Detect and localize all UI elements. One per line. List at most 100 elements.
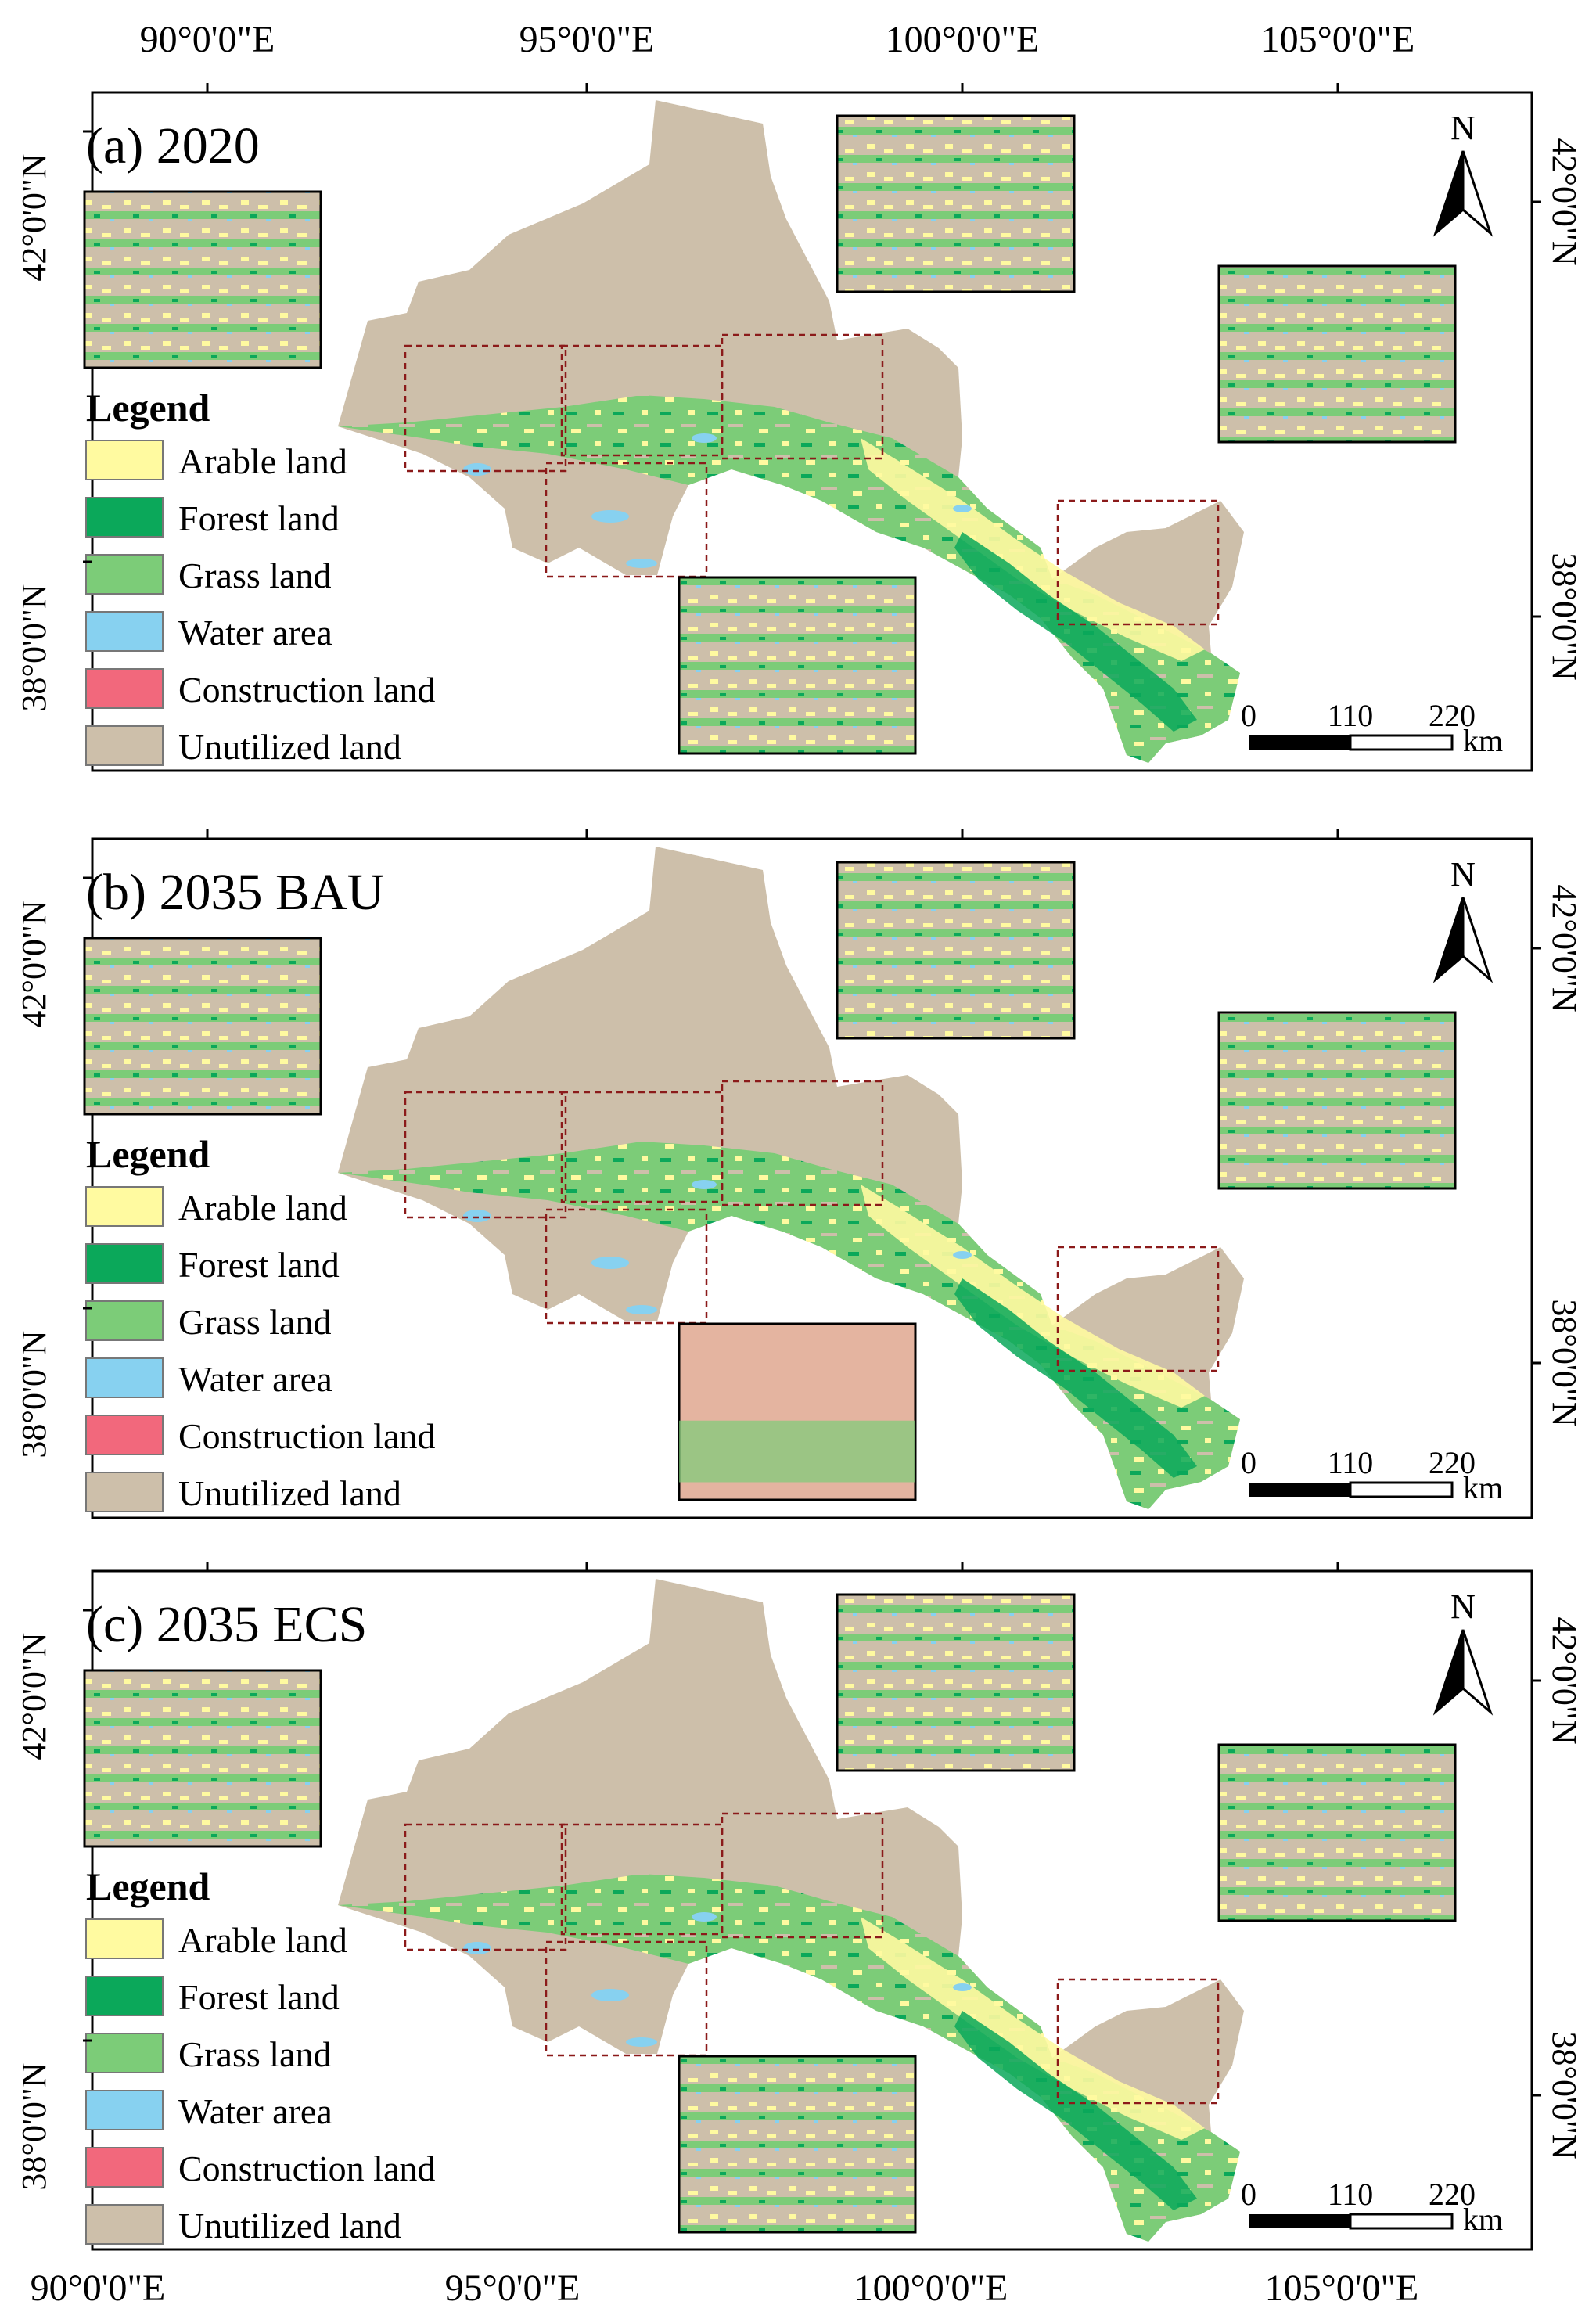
water-area-patch xyxy=(591,510,629,523)
water-area-patch xyxy=(692,1180,717,1189)
legend-item-label: Grass land xyxy=(178,1302,331,1342)
scale-tick-label: 0 xyxy=(1241,698,1256,733)
study-area-map xyxy=(83,100,1457,763)
map-panel-b: (b) 2035 BAU Legend Arable land Forest land… xyxy=(15,829,1583,1519)
water-area-patch xyxy=(953,1251,972,1259)
top-tick-label: 90°0'0"E xyxy=(140,19,275,60)
water-area-patch xyxy=(591,1257,629,1269)
scale-tick-label: 110 xyxy=(1328,2177,1374,2212)
zoom-extent-box xyxy=(721,1080,884,1206)
latitude-labels: 42°0'0"N 38°0'0"N 42°0'0"N 38°0'0"N xyxy=(15,1609,1583,2191)
scale-tick-label: 220 xyxy=(1429,698,1476,733)
grass-land-region xyxy=(338,1874,1240,2242)
scale-tick-label: 110 xyxy=(1328,1445,1374,1480)
top-tick-label: 95°0'0"E xyxy=(519,19,655,60)
legend-item-label: Unutilized land xyxy=(178,727,401,767)
scale-tick-label: 220 xyxy=(1429,1445,1476,1480)
zoom-inset-map xyxy=(678,1322,917,1501)
legend-item-label: Water area xyxy=(178,613,332,653)
forest-land-region xyxy=(954,1278,1197,1478)
arable-land-region xyxy=(861,1185,1205,1408)
legend-swatch xyxy=(85,1472,164,1512)
panel-title: (c) 2035 ECS xyxy=(86,1596,367,1653)
top-tick-label: 100°0'0"E xyxy=(886,19,1040,60)
zoom-extent-box xyxy=(560,1823,724,1936)
legend-swatch xyxy=(85,2147,164,2188)
top-tick-label: 105°0'0"E xyxy=(1261,19,1415,60)
water-area-patch xyxy=(626,1305,657,1314)
zoom-inset-map xyxy=(678,2055,917,2234)
study-area-map xyxy=(83,847,1457,1509)
legend-swatch xyxy=(85,725,164,766)
panel-title: (b) 2035 BAU xyxy=(86,864,384,921)
water-area-patch xyxy=(591,1989,629,2001)
zoom-extent-box xyxy=(1056,1246,1220,1372)
zoom-extent-box xyxy=(721,1812,884,1939)
water-area-patch xyxy=(692,433,717,443)
zoom-inset-map xyxy=(83,190,322,369)
legend-swatch xyxy=(85,1243,164,1284)
scale-unit: km xyxy=(1463,2202,1503,2237)
legend-swatch xyxy=(85,1357,164,1398)
map-panel-c: (c) 2035 ECS Legend Arable land Forest land… xyxy=(15,1562,1583,2251)
scale-bar-black xyxy=(1249,1483,1350,1497)
zoom-extent-box xyxy=(721,333,884,460)
scale-bar-white xyxy=(1349,734,1454,751)
legend-swatch xyxy=(85,497,164,538)
arable-land-region xyxy=(861,438,1205,661)
legend-swatch xyxy=(85,1300,164,1341)
forest-land-region xyxy=(954,2011,1197,2210)
water-area-patch xyxy=(692,1912,717,1922)
study-area-map xyxy=(83,1579,1457,2242)
scale-bar-black xyxy=(1249,2214,1350,2228)
legend-item-label: Unutilized land xyxy=(178,1473,401,1513)
right-tick-label: 38°0'0"N xyxy=(1545,1299,1583,1426)
legend-item-label: Unutilized land xyxy=(178,2206,401,2245)
right-tick-label: 42°0'0"N xyxy=(1545,884,1583,1012)
right-tick-label: 38°0'0"N xyxy=(1545,552,1583,680)
legend-item-label: Arable land xyxy=(178,1188,347,1228)
legend-item-label: Forest land xyxy=(178,498,340,538)
bottom-tick-label: 100°0'0"E xyxy=(854,2267,1008,2309)
left-tick-label: 42°0'0"N xyxy=(15,1632,53,1760)
zoom-extent-box xyxy=(404,344,567,473)
zoom-extent-box xyxy=(545,1208,708,1325)
grass-land-region xyxy=(338,1142,1240,1509)
panel-title: (a) 2020 xyxy=(86,117,260,174)
north-arrow-icon: N xyxy=(1432,1587,1494,1716)
latitude-labels: 42°0'0"N 38°0'0"N 42°0'0"N 38°0'0"N xyxy=(15,876,1583,1458)
zoom-extent-box xyxy=(560,1091,724,1203)
north-label: N xyxy=(1450,855,1476,894)
legend-swatch xyxy=(85,1186,164,1227)
north-label: N xyxy=(1450,1587,1476,1626)
legend: Legend Arable land Forest land Grass land Wa… xyxy=(85,1132,435,1513)
zoom-extent-box xyxy=(545,462,708,578)
scale-tick-label: 110 xyxy=(1328,698,1374,733)
legend: Legend Arable land Forest land Grass land Wa… xyxy=(85,386,435,767)
left-tick-label: 38°0'0"N xyxy=(15,2062,53,2190)
right-tick-label: 42°0'0"N xyxy=(1545,138,1583,265)
right-tick-label: 42°0'0"N xyxy=(1545,1616,1583,1744)
scale-tick-label: 220 xyxy=(1429,2177,1476,2212)
map-panel-a: (a) 2020 Legend Arable land Forest land Gras… xyxy=(15,83,1583,772)
legend-item-label: Construction land xyxy=(178,670,435,710)
scale-unit: km xyxy=(1463,1470,1503,1505)
legend-title: Legend xyxy=(86,1864,210,1908)
zoom-extent-box xyxy=(404,1091,567,1219)
scale-bar-black xyxy=(1249,735,1350,750)
legend-item-label: Grass land xyxy=(178,2034,331,2074)
north-arrow-icon: N xyxy=(1432,109,1494,237)
water-area-patch xyxy=(463,1942,491,1954)
bottom-axis-labels: 90°0'0"E 95°0'0"E 100°0'0"E 105°0'0"E xyxy=(31,2267,1419,2309)
left-tick-label: 42°0'0"N xyxy=(15,153,53,281)
legend-swatch xyxy=(85,440,164,480)
legend-swatch xyxy=(85,554,164,595)
legend-swatch xyxy=(85,668,164,709)
left-tick-label: 38°0'0"N xyxy=(15,1330,53,1458)
forest-land-region xyxy=(954,532,1197,732)
zoom-inset-map xyxy=(836,861,1076,1040)
legend-title: Legend xyxy=(86,1132,210,1176)
